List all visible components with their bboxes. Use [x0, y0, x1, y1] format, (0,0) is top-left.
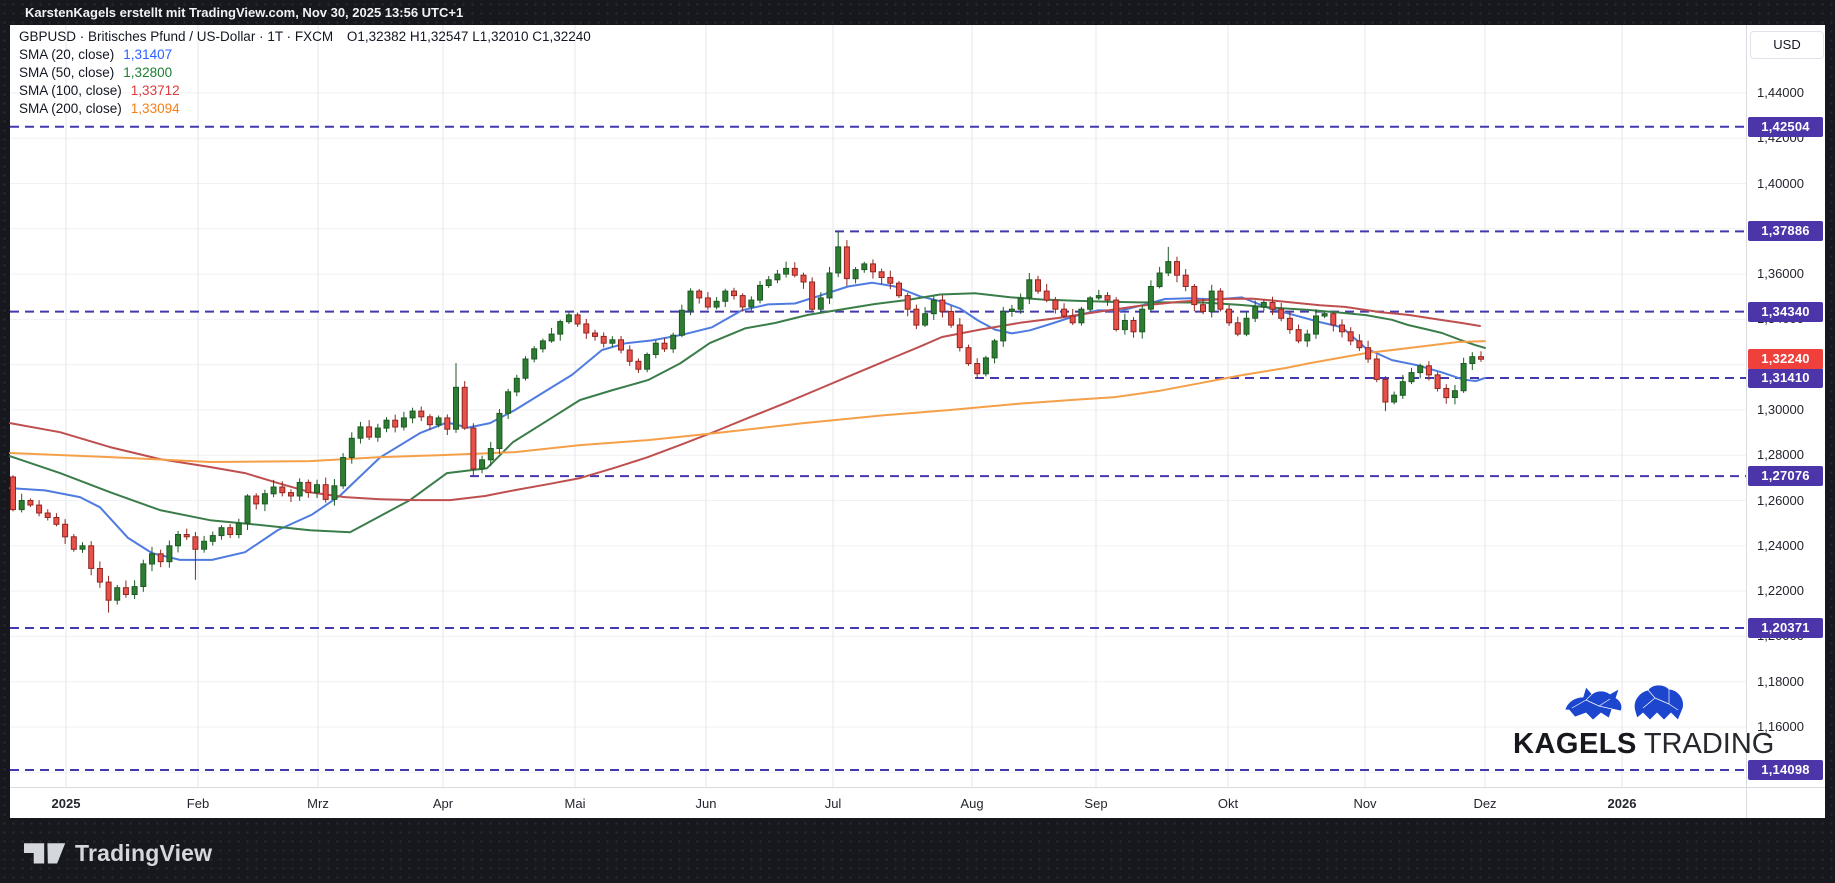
price-level-badge: 1,37886	[1748, 221, 1823, 242]
chart-legend: GBPUSD · Britisches Pfund / US-Dollar · …	[19, 28, 595, 118]
tradingview-icon	[24, 843, 66, 864]
candles-layer	[10, 231, 1484, 613]
sma-200-line[interactable]	[9, 340, 1486, 463]
time-tick-label: Sep	[1084, 796, 1108, 811]
tradingview-footer-logo[interactable]: TradingView	[24, 837, 212, 869]
indicator-row-sma50[interactable]: SMA (50, close) 1,32800	[19, 64, 595, 82]
sma-50-line[interactable]	[9, 292, 1486, 534]
time-tick-label: 2026	[1607, 796, 1637, 811]
time-tick-label: Feb	[186, 796, 210, 811]
sma-value-3: 1,33094	[130, 101, 180, 116]
price-tick-label: 1,26000	[1757, 492, 1804, 508]
price-tick-label: 1,22000	[1757, 583, 1804, 599]
attribution-bar: KarstenKagels erstellt mit TradingView.c…	[25, 5, 464, 20]
price-level-badge: 1,34340	[1748, 301, 1823, 322]
sma-value-0: 1,31407	[123, 47, 173, 62]
price-tick-label: 1,28000	[1757, 447, 1804, 463]
h-gridlines	[10, 92, 1746, 773]
price-level-badge: 1,31410	[1748, 368, 1823, 389]
price-axis-border	[1746, 25, 1747, 818]
indicator-label: SMA (100, close)	[19, 83, 122, 98]
time-tick-label: 2025	[51, 796, 81, 811]
price-tick-label: 1,44000	[1757, 84, 1804, 100]
currency-usd-button[interactable]: USD	[1750, 31, 1824, 59]
price-level-badge: 1,42504	[1748, 116, 1823, 137]
time-tick-label: Jul	[824, 796, 842, 811]
time-tick-label: Jun	[695, 796, 717, 811]
time-tick-label: Mrz	[307, 796, 329, 811]
price-level-lines	[10, 125, 1746, 772]
indicator-row-sma20[interactable]: SMA (20, close) 1,31407	[19, 46, 595, 64]
price-level-badge: 1,14098	[1748, 760, 1823, 781]
price-tick-label: 1,36000	[1757, 266, 1804, 282]
watermark-trading: TRADING	[1643, 728, 1775, 760]
v-gridlines	[65, 25, 1623, 787]
indicator-label: SMA (20, close)	[19, 47, 115, 62]
time-tick-label: Aug	[960, 796, 984, 811]
time-axis-border	[10, 787, 1825, 788]
time-tick-label: Apr	[432, 796, 454, 811]
kagels-trading-watermark: KAGELS TRADING	[1513, 680, 1774, 760]
time-tick-label: Okt	[1217, 796, 1239, 811]
symbol-title: GBPUSD · Britisches Pfund / US-Dollar · …	[19, 29, 334, 44]
time-tick-label: Nov	[1353, 796, 1377, 811]
chart-window	[10, 25, 1825, 818]
price-tick-label: 1,18000	[1757, 673, 1804, 689]
price-tick-label: 1,24000	[1757, 537, 1804, 553]
indicator-row-sma100[interactable]: SMA (100, close) 1,33712	[19, 82, 595, 100]
time-tick-label: Mai	[564, 796, 586, 811]
ohlc-values: O1,32382 H1,32547 L1,32010 C1,32240	[346, 29, 591, 44]
indicator-label: SMA (200, close)	[19, 101, 122, 116]
price-level-badge: 1,32240	[1748, 349, 1823, 370]
tradingview-brand-text: TradingView	[75, 839, 213, 866]
time-tick-label: Dez	[1473, 796, 1497, 811]
sma-value-2: 1,33712	[130, 83, 180, 98]
indicator-row-sma200[interactable]: SMA (200, close) 1,33094	[19, 100, 595, 118]
watermark-kagels: KAGELS	[1513, 728, 1637, 760]
indicator-label: SMA (50, close)	[19, 65, 115, 80]
bull-bear-icon	[1564, 684, 1684, 721]
sma-20-line[interactable]	[9, 281, 1486, 561]
price-level-badge: 1,20371	[1748, 618, 1823, 638]
price-tick-label: 1,30000	[1757, 401, 1804, 417]
price-tick-label: 1,16000	[1757, 718, 1804, 734]
price-tick-label: 1,40000	[1757, 175, 1804, 191]
price-level-badge: 1,27076	[1748, 466, 1823, 487]
sma-value-1: 1,32800	[123, 65, 173, 80]
symbol-title-row[interactable]: GBPUSD · Britisches Pfund / US-Dollar · …	[19, 28, 595, 46]
